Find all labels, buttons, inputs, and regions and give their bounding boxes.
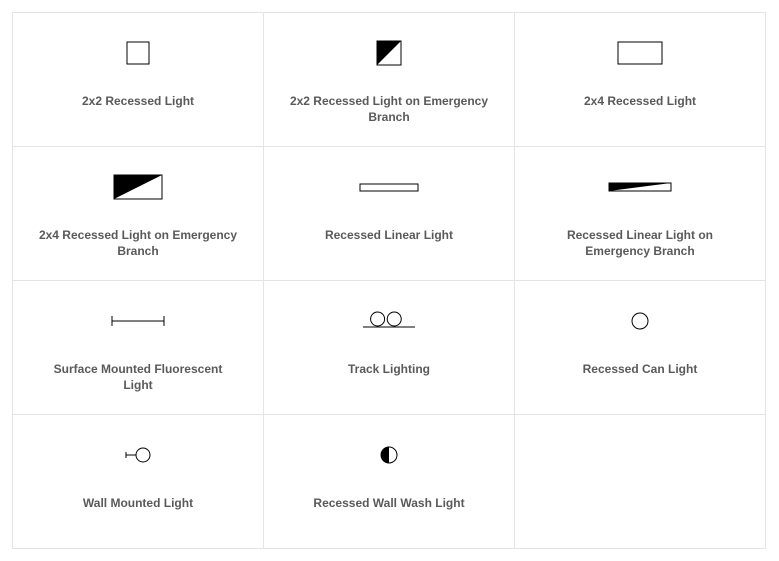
symbol-rect-diag xyxy=(376,29,402,77)
cell-c9: Wall Mounted Light xyxy=(13,415,264,549)
symbol-label: Recessed Can Light xyxy=(583,361,698,377)
symbol-label: Recessed Wall Wash Light xyxy=(313,495,464,511)
symbol-label: Surface Mounted Fluorescent Light xyxy=(38,361,238,393)
cell-c0: 2x2 Recessed Light xyxy=(13,13,264,147)
symbol-label: Recessed Linear Light xyxy=(325,227,453,243)
symbol-circle-half xyxy=(380,431,398,479)
cell-c7: Track Lighting xyxy=(264,281,515,415)
symbol-fluorescent xyxy=(111,297,165,345)
symbol-rect xyxy=(126,29,150,77)
cell-c10: Recessed Wall Wash Light xyxy=(264,415,515,549)
cell-c4: Recessed Linear Light xyxy=(264,147,515,281)
symbol-rect xyxy=(617,29,663,77)
symbol-rect xyxy=(359,163,419,211)
symbol-rect-diag xyxy=(608,163,672,211)
symbol-label: Track Lighting xyxy=(348,361,430,377)
symbol-label: 2x4 Recessed Light xyxy=(584,93,696,109)
symbol-track xyxy=(362,297,416,345)
cell-c6: Surface Mounted Fluorescent Light xyxy=(13,281,264,415)
cell-c5: Recessed Linear Light on Emergency Branc… xyxy=(515,147,766,281)
cell-c11 xyxy=(515,415,766,549)
symbol-circle xyxy=(631,297,649,345)
cell-c3: 2x4 Recessed Light on Emergency Branch xyxy=(13,147,264,281)
lighting-symbol-grid: 2x2 Recessed Light 2x2 Recessed Light on … xyxy=(12,12,766,549)
symbol-rect-diag xyxy=(113,163,163,211)
symbol-label: Wall Mounted Light xyxy=(83,495,193,511)
symbol-label: 2x2 Recessed Light on Emergency Branch xyxy=(289,93,489,125)
cell-c2: 2x4 Recessed Light xyxy=(515,13,766,147)
cell-c8: Recessed Can Light xyxy=(515,281,766,415)
symbol-label: 2x2 Recessed Light xyxy=(82,93,194,109)
cell-c1: 2x2 Recessed Light on Emergency Branch xyxy=(264,13,515,147)
symbol-label: 2x4 Recessed Light on Emergency Branch xyxy=(38,227,238,259)
symbol-label: Recessed Linear Light on Emergency Branc… xyxy=(540,227,740,259)
symbol-wall-mount xyxy=(125,431,151,479)
